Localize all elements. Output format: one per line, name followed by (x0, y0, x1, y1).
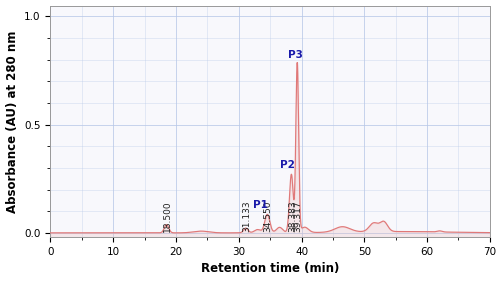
Text: P1: P1 (253, 200, 268, 210)
Text: 38.383: 38.383 (287, 200, 296, 232)
Text: 39.317: 39.317 (293, 200, 302, 232)
Text: 18.500: 18.500 (163, 200, 172, 232)
Text: 31.133: 31.133 (242, 200, 251, 232)
Text: P2: P2 (280, 160, 294, 170)
X-axis label: Retention time (min): Retention time (min) (200, 262, 339, 275)
Y-axis label: Absorbance (AU) at 280 nm: Absorbance (AU) at 280 nm (6, 30, 19, 212)
Text: P3: P3 (287, 50, 302, 60)
Text: 34.550: 34.550 (263, 200, 272, 232)
